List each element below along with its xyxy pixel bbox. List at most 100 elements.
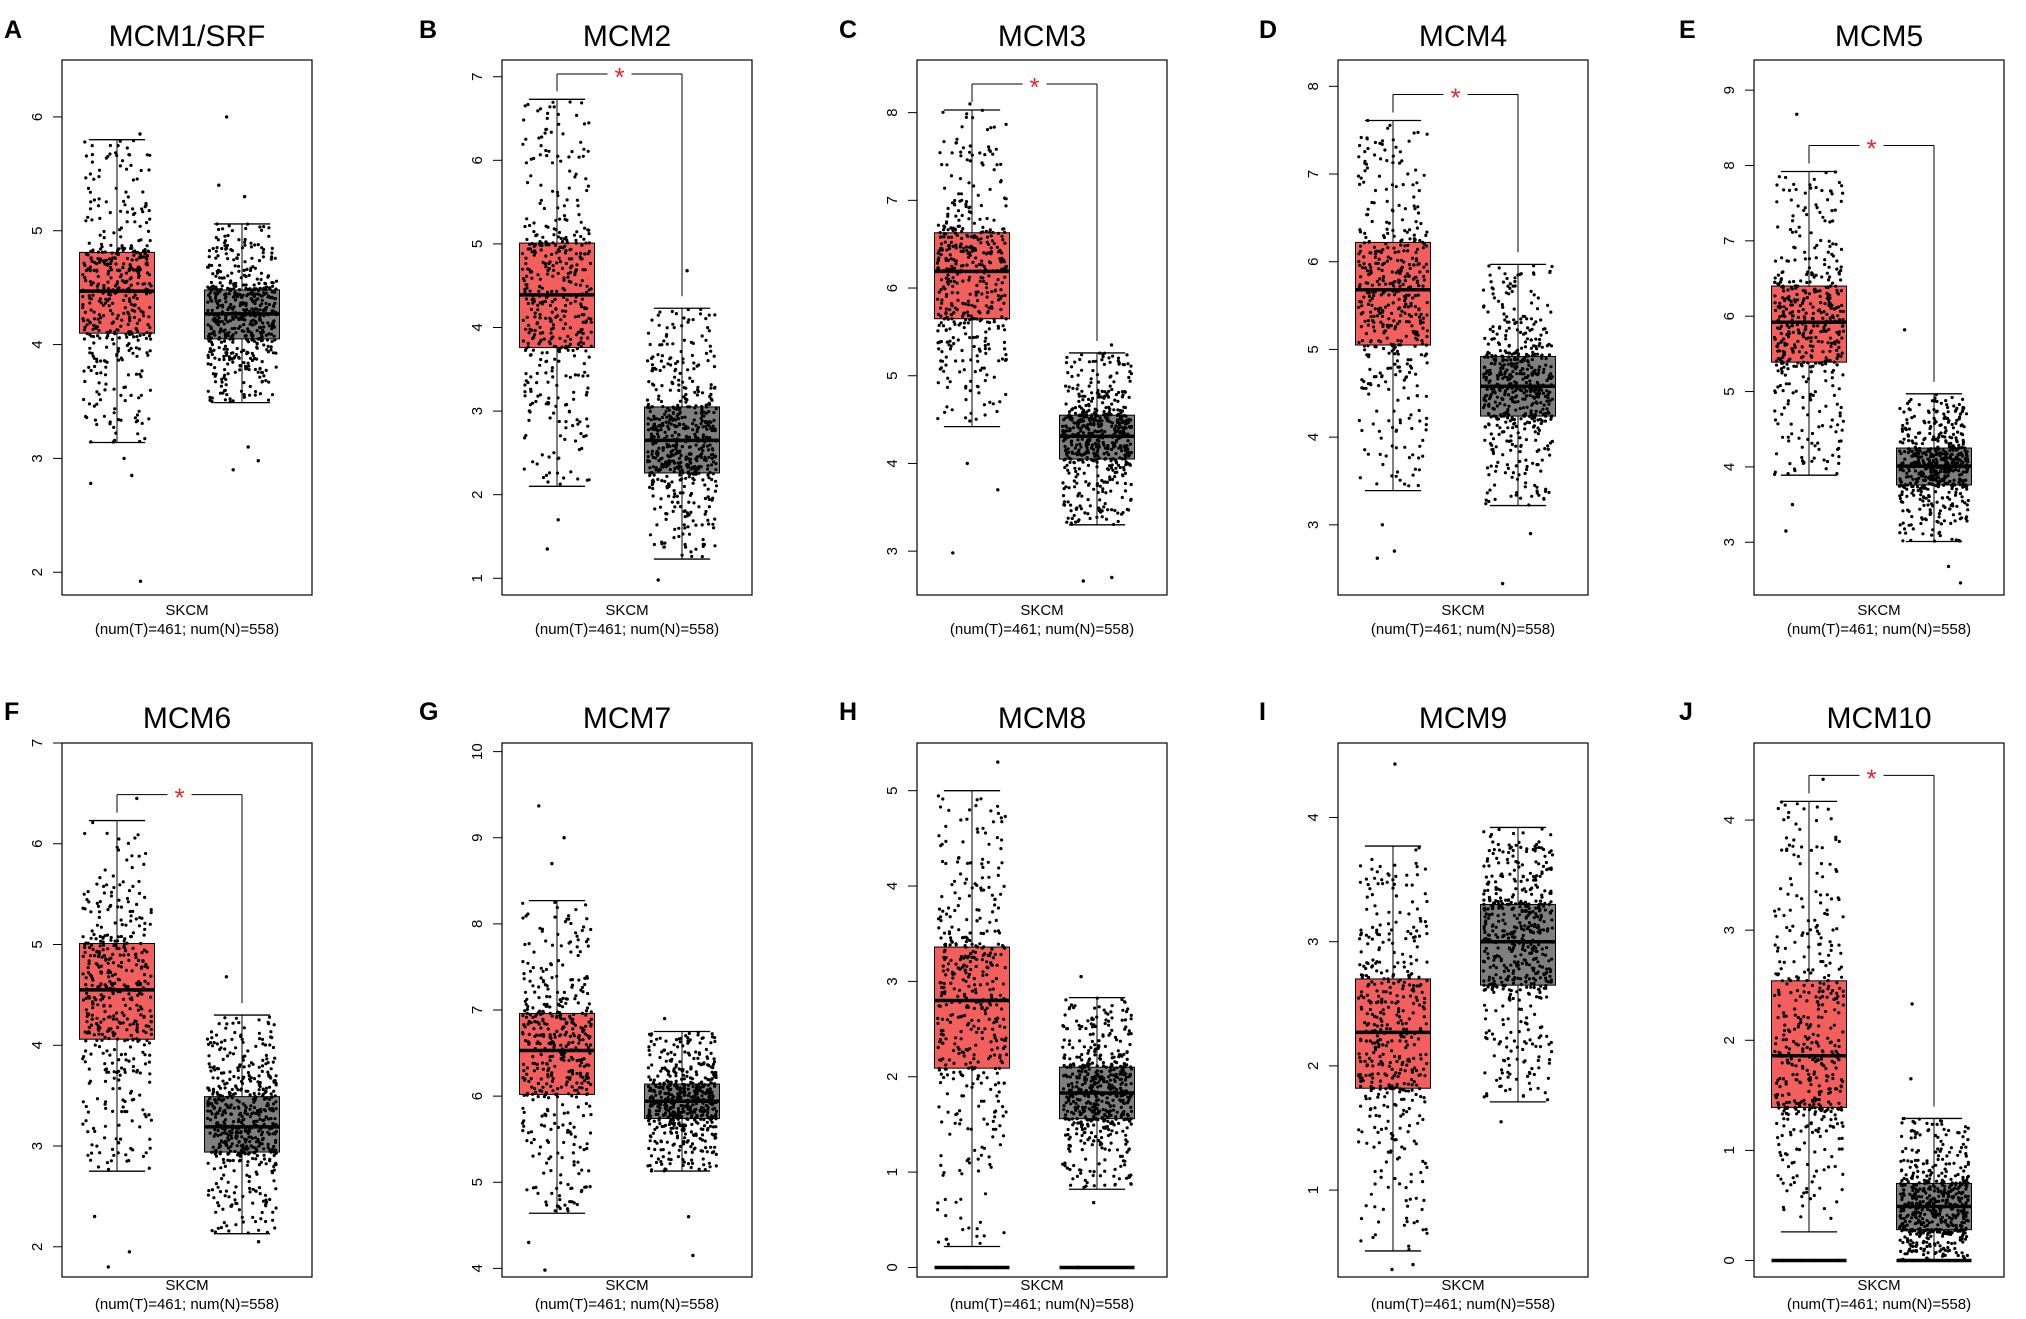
jitter-points xyxy=(645,307,719,559)
data-point xyxy=(1773,337,1777,341)
data-point xyxy=(1102,362,1106,366)
data-point xyxy=(1382,234,1386,238)
data-point xyxy=(982,264,987,269)
data-point xyxy=(1373,329,1377,333)
data-point xyxy=(1514,424,1518,428)
data-point xyxy=(714,484,719,488)
data-point xyxy=(544,243,548,247)
data-point xyxy=(1086,512,1090,516)
data-point xyxy=(127,330,131,334)
data-point xyxy=(242,395,246,399)
data-point xyxy=(1540,345,1544,349)
data-point xyxy=(948,308,952,312)
data-point xyxy=(701,449,705,453)
y-tick-label: 8 xyxy=(884,108,901,116)
data-point xyxy=(207,255,211,259)
data-point xyxy=(1776,225,1780,229)
data-point xyxy=(1116,359,1120,363)
data-point xyxy=(1100,478,1104,483)
data-point xyxy=(1406,243,1410,247)
y-tick-label: 3 xyxy=(884,547,901,555)
data-point xyxy=(1511,370,1515,374)
data-point xyxy=(951,244,955,248)
data-point xyxy=(703,483,707,487)
data-point xyxy=(256,337,260,341)
data-point xyxy=(1392,409,1396,413)
data-point xyxy=(660,343,664,347)
data-point xyxy=(1119,411,1123,415)
data-point xyxy=(148,153,152,157)
data-point xyxy=(1390,474,1394,478)
data-point xyxy=(583,226,587,230)
data-point xyxy=(1820,275,1824,279)
data-point xyxy=(1920,442,1925,446)
data-point xyxy=(1794,187,1798,192)
data-point xyxy=(1512,318,1516,322)
data-point xyxy=(1483,438,1487,442)
data-point xyxy=(132,253,136,257)
data-point xyxy=(965,112,969,116)
data-point xyxy=(562,204,567,208)
data-point xyxy=(107,269,111,273)
data-point xyxy=(1398,418,1402,422)
data-point xyxy=(943,240,947,244)
data-point xyxy=(103,373,108,377)
data-point xyxy=(115,316,119,320)
data-point xyxy=(950,291,954,295)
data-point xyxy=(584,349,588,353)
data-point xyxy=(264,379,268,383)
data-point xyxy=(1411,473,1415,477)
data-point xyxy=(88,280,93,284)
data-point xyxy=(1503,349,1507,353)
data-point xyxy=(646,416,650,420)
data-point xyxy=(1115,371,1119,375)
data-point xyxy=(1378,277,1382,281)
data-point xyxy=(1920,455,1924,459)
data-point xyxy=(713,313,717,317)
data-point xyxy=(526,301,530,306)
data-point xyxy=(527,331,531,335)
data-point xyxy=(1798,304,1802,308)
data-point xyxy=(647,380,651,384)
data-point xyxy=(95,360,99,364)
data-point xyxy=(260,246,264,250)
data-point xyxy=(1358,283,1362,287)
data-point xyxy=(529,307,534,312)
data-point xyxy=(1123,390,1127,394)
data-point xyxy=(1074,469,1078,474)
data-point xyxy=(974,417,978,421)
data-point xyxy=(221,305,225,309)
data-point xyxy=(529,375,533,379)
data-point xyxy=(1128,418,1132,422)
data-point xyxy=(98,398,103,402)
data-point xyxy=(547,455,551,459)
data-point xyxy=(556,235,560,239)
data-point xyxy=(120,244,124,248)
data-point xyxy=(692,361,696,365)
x-axis-sublabel: (num(T)=461; num(N)=558) xyxy=(1371,621,1555,638)
data-point xyxy=(92,341,96,345)
data-point xyxy=(129,276,133,280)
data-point xyxy=(943,186,947,190)
data-point xyxy=(1413,207,1417,211)
data-point xyxy=(1841,419,1845,423)
data-point xyxy=(1773,259,1778,263)
data-point xyxy=(130,258,134,262)
data-point xyxy=(1399,313,1403,318)
data-point xyxy=(1093,407,1097,411)
data-point xyxy=(1402,386,1406,390)
data-point xyxy=(1377,267,1381,271)
data-point xyxy=(1524,458,1528,462)
data-point xyxy=(975,354,979,358)
data-point xyxy=(1835,267,1839,271)
data-point xyxy=(115,280,119,284)
data-point xyxy=(1835,363,1839,367)
data-point xyxy=(1908,408,1912,412)
data-point xyxy=(954,259,959,263)
data-point xyxy=(672,326,676,330)
data-point xyxy=(226,334,230,338)
data-point xyxy=(985,216,989,221)
data-point xyxy=(258,308,262,312)
data-point xyxy=(1773,294,1777,298)
data-point xyxy=(692,501,696,505)
